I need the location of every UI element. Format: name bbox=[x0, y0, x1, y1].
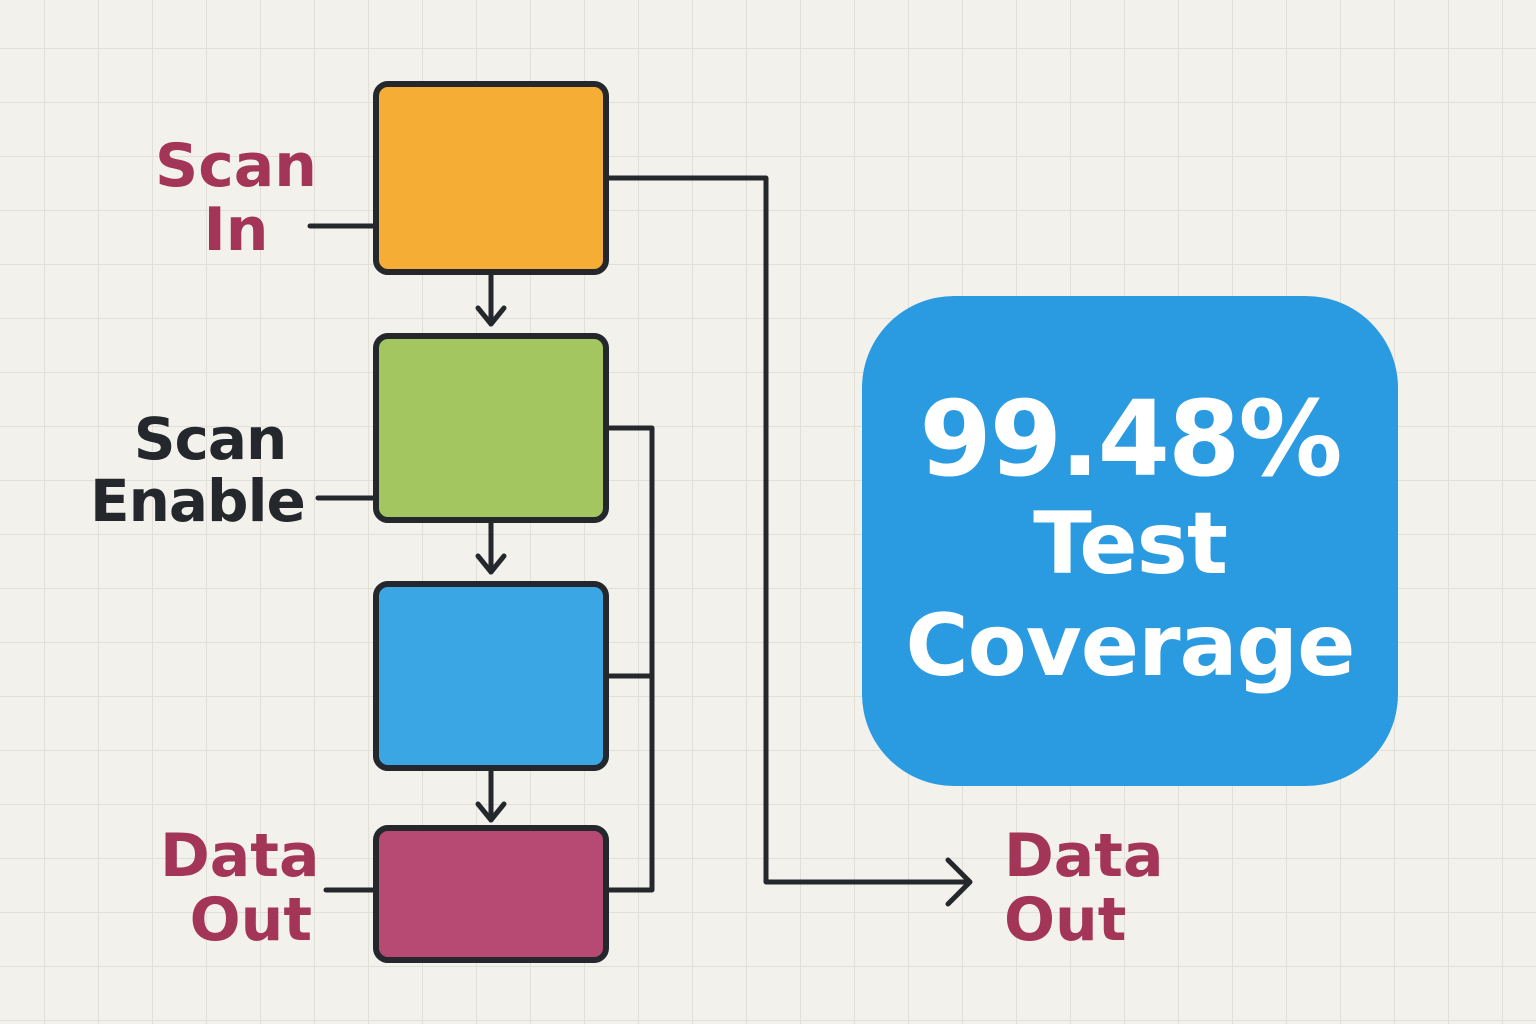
scan-in-label-line2: In bbox=[203, 195, 269, 265]
scan-block-4 bbox=[373, 825, 609, 963]
data-out-right-line1: Data bbox=[1004, 821, 1164, 891]
scan-block-3 bbox=[373, 581, 609, 771]
data-out-right-line2: Out bbox=[1004, 885, 1127, 955]
data-out-right-label: Data Out bbox=[1004, 826, 1164, 950]
coverage-value: 99.48% bbox=[919, 377, 1342, 500]
coverage-label-line2: Coverage bbox=[905, 595, 1356, 696]
arrow-2-to-3 bbox=[475, 517, 507, 575]
arrow-3-to-4 bbox=[475, 765, 507, 823]
scan-in-label: Scan In bbox=[150, 136, 322, 260]
data-out-left-line2: Out bbox=[189, 885, 312, 955]
data-out-arrowhead bbox=[945, 857, 973, 907]
data-out-left-label: Data Out bbox=[160, 821, 320, 955]
scan-block-1 bbox=[373, 81, 609, 275]
scan-enable-label-line2: Enable bbox=[90, 467, 306, 535]
data-out-route bbox=[603, 175, 971, 885]
scan-in-label-line1: Scan bbox=[155, 131, 317, 201]
scan-enable-label: Scan Enable bbox=[90, 405, 306, 535]
enable-bus bbox=[603, 425, 655, 893]
data-out-left-line1: Data bbox=[160, 821, 320, 891]
scan-enable-label-line1: Scan bbox=[133, 405, 288, 473]
scan-block-2 bbox=[373, 333, 609, 523]
coverage-label-line1: Test bbox=[1033, 494, 1228, 595]
arrow-1-to-2 bbox=[475, 269, 507, 327]
coverage-badge: 99.48% Test Coverage bbox=[862, 296, 1398, 786]
